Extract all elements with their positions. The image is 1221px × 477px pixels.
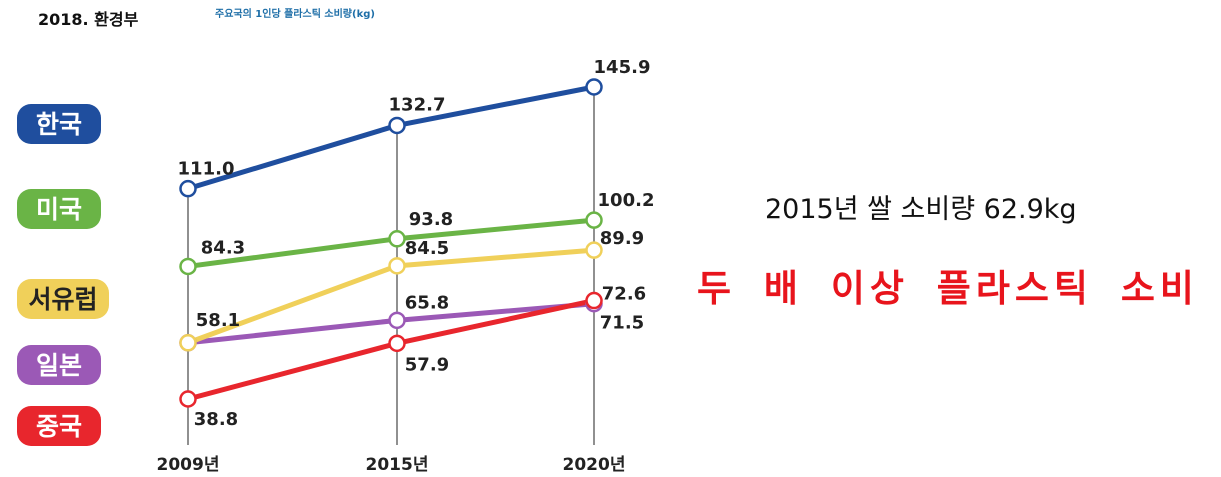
data-point <box>388 230 406 248</box>
data-label: 71.5 <box>600 313 644 334</box>
legend-item-미국: 미국 <box>17 189 101 229</box>
data-label: 84.5 <box>405 238 449 259</box>
rice-consumption-note: 2015년 쌀 소비량 62.9kg <box>765 194 1077 225</box>
data-label: 111.0 <box>178 159 235 180</box>
data-label: 84.3 <box>201 237 245 258</box>
data-label: 58.1 <box>196 310 240 331</box>
legend-label: 한국 <box>36 110 82 139</box>
data-point <box>585 241 603 259</box>
data-point <box>388 116 406 135</box>
x-tick-label: 2009년 <box>157 455 220 475</box>
x-tick-labels: 2009년 2015년 2020년 <box>157 455 626 475</box>
data-label: 89.9 <box>600 228 644 249</box>
data-labels: 111.0 132.7 145.9 84.3 93.8 100.2 58.1 84.5 89.9… <box>178 57 655 430</box>
x-tick-label: 2020년 <box>563 455 626 475</box>
legend-label: 서유럽 <box>28 285 97 314</box>
data-label: 65.8 <box>405 292 449 313</box>
data-point <box>585 211 603 229</box>
data-point <box>585 78 603 96</box>
data-point <box>179 179 197 198</box>
data-label: 100.2 <box>598 190 655 211</box>
legend-item-서유럽: 서유럽 <box>17 279 109 319</box>
data-label: 145.9 <box>594 57 651 78</box>
data-point <box>388 334 406 353</box>
data-point <box>179 334 197 352</box>
legend-item-한국: 한국 <box>17 104 101 144</box>
legend-badge <box>17 345 101 385</box>
data-point <box>388 257 406 275</box>
source-label: 2018. 환경부 <box>38 10 139 29</box>
data-label: 57.9 <box>405 354 449 375</box>
headline-text: 두 배 이상 플라스틱 소비 <box>697 267 1199 310</box>
chart-title: 주요국의 1인당 플라스틱 소비량(kg) <box>215 9 375 20</box>
data-point <box>179 390 197 408</box>
legend-item-일본: 일본 <box>17 345 101 385</box>
legend-label: 중국 <box>36 412 82 441</box>
legend-badge <box>17 189 101 229</box>
x-tick-label: 2015년 <box>366 455 429 475</box>
series-points <box>179 78 603 408</box>
data-label: 72.6 <box>602 284 646 305</box>
legend-label: 일본 <box>36 351 82 380</box>
legend-badge <box>17 279 109 319</box>
data-point <box>179 257 197 276</box>
data-label: 38.8 <box>194 409 238 430</box>
legend-item-중국: 중국 <box>17 406 101 446</box>
data-label: 93.8 <box>409 209 453 230</box>
data-point <box>585 291 603 310</box>
legend-label: 미국 <box>36 195 82 224</box>
legend-badge <box>17 104 101 144</box>
data-label: 132.7 <box>389 94 446 115</box>
legend-badge <box>17 406 101 446</box>
data-point <box>388 311 406 330</box>
